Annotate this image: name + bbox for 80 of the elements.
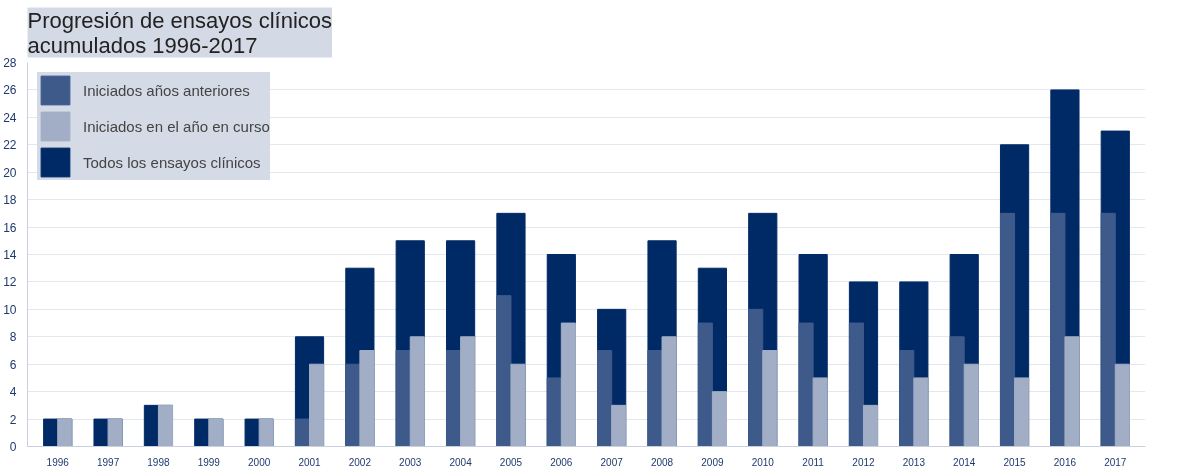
y-tick-label: 8 <box>9 330 17 345</box>
bar <box>446 350 462 447</box>
x-tick-label: 2005 <box>499 456 523 468</box>
bar <box>963 363 979 447</box>
bar <box>762 350 778 447</box>
bar <box>157 404 174 447</box>
bar <box>848 322 864 447</box>
x-tick-label: 2016 <box>1053 456 1077 468</box>
bar <box>395 350 411 447</box>
y-tick-label: 14 <box>3 248 17 262</box>
bar <box>711 391 727 447</box>
bar <box>510 363 526 447</box>
bar <box>208 418 224 447</box>
y-tick-label: 4 <box>9 385 17 400</box>
x-tick-label: 2000 <box>248 456 271 468</box>
y-tick-label: 6 <box>9 357 17 372</box>
bar <box>862 404 879 447</box>
y-tick-label: 10 <box>3 302 17 317</box>
bar <box>345 363 361 447</box>
bar <box>546 377 562 447</box>
bar <box>359 350 375 447</box>
bar <box>107 418 123 447</box>
x-tick-label: 2004 <box>449 456 473 468</box>
bar <box>913 377 929 447</box>
chart-title: Progresión de ensayos clínicos acumulados 1996-2017 <box>27 7 332 58</box>
bar <box>258 418 274 447</box>
x-tick-label: 2017 <box>1104 456 1127 468</box>
x-tick-label: 2013 <box>902 456 926 468</box>
bar <box>460 336 476 447</box>
y-tick-label: 2 <box>9 412 17 427</box>
legend-label: Iniciados años anteriores <box>83 81 250 99</box>
bar <box>661 336 677 447</box>
x-tick-label: 2009 <box>701 456 724 468</box>
x-tick-label: 2001 <box>298 456 322 468</box>
bar <box>57 418 73 447</box>
y-tick-label: 12 <box>3 275 17 290</box>
bar <box>309 363 325 447</box>
y-tick-label: 20 <box>3 165 17 180</box>
x-tick-label: 1999 <box>197 456 221 468</box>
bar <box>748 308 764 447</box>
bar <box>949 336 965 447</box>
legend-label: Todos los ensayos clínicos <box>83 153 261 171</box>
y-tick-label: 24 <box>3 110 17 125</box>
x-tick-label: 1998 <box>147 456 170 468</box>
y-tick-label: 28 <box>3 56 17 70</box>
x-tick-label: 2003 <box>399 456 422 468</box>
x-tick-label: 2007 <box>600 456 624 468</box>
x-tick-label: 1996 <box>46 456 70 468</box>
bar <box>1100 212 1116 447</box>
x-tick-label: 2012 <box>852 456 876 468</box>
bar <box>697 322 713 447</box>
legend-label: Iniciados en el año en curso <box>83 117 270 135</box>
bar <box>999 212 1016 447</box>
x-tick-label: 2015 <box>1003 456 1027 468</box>
bar <box>597 350 613 447</box>
bar <box>1014 377 1030 447</box>
x-tick-label: 1997 <box>96 456 120 468</box>
y-tick-label: 26 <box>3 83 17 98</box>
bar <box>899 350 915 447</box>
x-tick-label: 2014 <box>953 456 976 468</box>
bar <box>560 322 576 447</box>
bar <box>812 377 828 447</box>
bar <box>798 322 814 447</box>
bar <box>496 295 512 447</box>
x-tick-label: 2002 <box>348 456 372 468</box>
x-tick-label: 2008 <box>650 456 674 468</box>
y-tick-label: 0 <box>9 440 17 454</box>
bar <box>1064 336 1080 447</box>
bar <box>294 418 311 447</box>
bar <box>1050 212 1066 447</box>
x-tick-label: 2010 <box>751 456 775 468</box>
bar <box>409 336 425 447</box>
y-tick-label: 16 <box>3 220 17 235</box>
y-tick-label: 22 <box>3 138 17 153</box>
x-tick-label: 2006 <box>550 456 573 468</box>
bar <box>611 404 627 447</box>
x-tick-label: 2011 <box>802 456 825 468</box>
bar <box>1114 363 1130 447</box>
y-tick-label: 18 <box>3 193 17 208</box>
bar <box>647 350 663 447</box>
